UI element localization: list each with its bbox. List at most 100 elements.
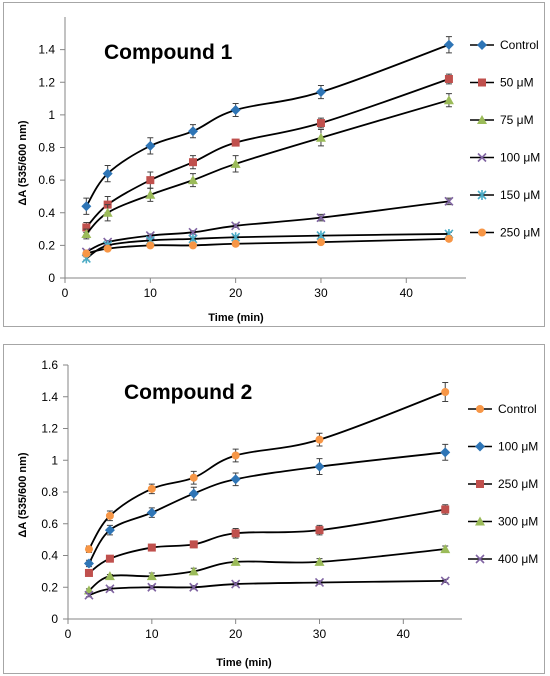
legend-marker xyxy=(477,40,487,50)
data-point xyxy=(230,158,241,168)
data-point xyxy=(105,511,114,520)
data-point xyxy=(103,244,112,253)
data-point xyxy=(104,571,115,581)
data-point xyxy=(315,435,324,444)
legend-marker xyxy=(475,516,485,526)
data-point xyxy=(314,577,325,588)
data-point xyxy=(145,140,156,151)
series-line xyxy=(88,391,446,550)
series-6 xyxy=(82,234,453,258)
data-point xyxy=(444,74,453,83)
y-tick-label: 1.6 xyxy=(41,358,58,372)
data-point xyxy=(440,576,450,586)
data-point xyxy=(315,87,326,98)
data-point xyxy=(84,568,93,577)
legend-marker xyxy=(475,441,485,452)
y-tick-label: 0.4 xyxy=(38,206,55,220)
data-point xyxy=(146,571,157,581)
y-tick-label: 1 xyxy=(48,108,55,122)
legend-item: 100 μM xyxy=(470,151,540,165)
x-tick-label: 40 xyxy=(400,286,414,300)
legend-item: 300 μM xyxy=(468,515,538,529)
y-tick-label: 1.4 xyxy=(41,390,58,404)
data-point xyxy=(189,582,199,592)
data-point xyxy=(82,249,91,258)
y-axis-label: ΔA (535/600 nm) xyxy=(17,452,29,537)
legend-item: 100 μM xyxy=(468,440,538,454)
data-point xyxy=(102,207,113,217)
legend-label: Control xyxy=(500,38,539,52)
x-tick-label: 10 xyxy=(144,286,158,300)
y-tick-label: 0.6 xyxy=(41,517,58,531)
x-tick-label: 20 xyxy=(229,627,243,641)
y-tick-label: 0.4 xyxy=(41,549,58,563)
data-point xyxy=(441,387,450,396)
y-tick-label: 0 xyxy=(51,612,58,626)
x-tick-label: 30 xyxy=(314,286,328,300)
data-point xyxy=(231,579,241,589)
series-1 xyxy=(84,381,450,554)
y-tick-label: 1 xyxy=(51,453,58,467)
data-point xyxy=(189,473,198,482)
series-line xyxy=(85,99,450,235)
data-point xyxy=(230,104,241,115)
legend-label: 300 μM xyxy=(498,515,538,529)
series-line xyxy=(88,580,446,597)
series-3 xyxy=(81,93,454,240)
y-tick-label: 0.8 xyxy=(38,141,55,155)
data-point xyxy=(188,241,197,250)
data-point xyxy=(188,158,197,167)
series-line xyxy=(88,548,446,592)
legend-label: 75 μM xyxy=(500,113,534,127)
legend-marker xyxy=(477,152,487,163)
data-point xyxy=(82,223,91,232)
data-point xyxy=(146,241,155,250)
series-2 xyxy=(83,443,451,569)
data-point xyxy=(444,196,454,206)
x-tick-label: 30 xyxy=(313,627,327,641)
data-point xyxy=(146,176,155,185)
data-point xyxy=(443,95,454,105)
data-point xyxy=(102,168,113,179)
data-point xyxy=(147,543,156,552)
y-tick-label: 0.8 xyxy=(41,485,58,499)
series-line xyxy=(88,508,446,574)
y-axis-label: ΔA (535/600 nm) xyxy=(17,120,29,205)
legend-marker xyxy=(477,115,487,124)
legend-label: 400 μM xyxy=(498,552,538,566)
data-point xyxy=(188,488,199,499)
legend-marker xyxy=(476,480,484,488)
series-3 xyxy=(84,504,450,577)
data-point xyxy=(84,545,93,554)
data-point xyxy=(145,189,156,199)
x-tick-label: 10 xyxy=(145,627,159,641)
data-point xyxy=(316,119,325,128)
data-point xyxy=(444,234,453,243)
series-5 xyxy=(84,576,450,600)
y-tick-label: 0.6 xyxy=(38,173,55,187)
legend-item: 75 μM xyxy=(470,113,534,127)
legend-label: 250 μM xyxy=(500,226,540,240)
chart-compound-1: Compound 1 Time (min) ΔA (535/600 nm) 00… xyxy=(17,17,540,324)
data-point xyxy=(105,584,115,594)
legend-marker xyxy=(477,190,487,200)
data-point xyxy=(231,221,241,231)
legend-item: Control xyxy=(470,38,539,52)
data-point xyxy=(315,526,324,535)
y-tick-label: 1.4 xyxy=(38,43,55,57)
data-point xyxy=(443,39,454,50)
legend-label: 100 μM xyxy=(500,151,540,165)
y-tick-label: 1.2 xyxy=(38,75,55,89)
legend-item: 50 μM xyxy=(470,76,534,90)
legend-label: Control xyxy=(498,402,537,416)
data-point xyxy=(231,451,240,460)
data-point xyxy=(231,138,240,147)
data-point xyxy=(188,566,199,576)
legend-label: 150 μM xyxy=(500,188,540,202)
data-point xyxy=(316,213,326,223)
data-point xyxy=(230,556,241,566)
data-point xyxy=(104,525,115,536)
y-tick-label: 0.2 xyxy=(38,238,55,252)
